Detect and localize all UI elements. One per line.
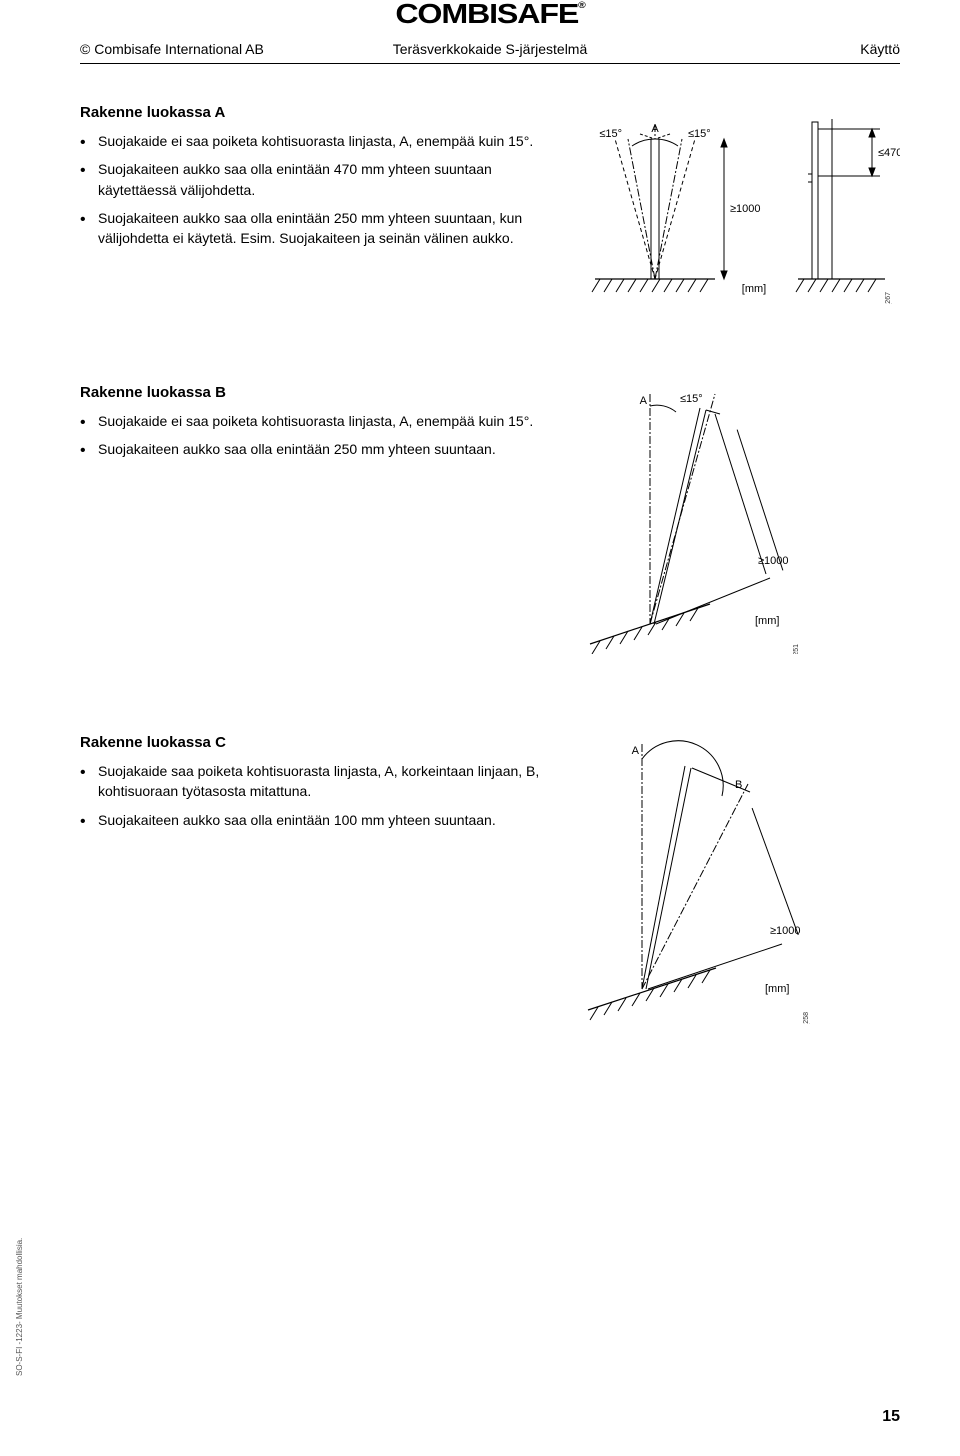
dia-a-angle-left: ≤15°	[599, 128, 622, 140]
section-b-title: Rakenne luokassa B	[80, 384, 560, 401]
dia-c-ref: 1974_258	[803, 1012, 810, 1024]
header-copyright: © Combisafe International AB	[80, 41, 264, 57]
section-b-diagram: A ≤15° ≥1000 [mm] 1974_251	[580, 384, 900, 654]
section-class-a: Rakenne luokassa A Suojakaide ei saa poi…	[80, 104, 900, 304]
dia-a-height: ≥1000	[730, 203, 761, 215]
logo-registered: ®	[578, 0, 584, 10]
section-b-text: Rakenne luokassa B Suojakaide ei saa poi…	[80, 384, 560, 654]
brand-logo: COMBISAFE®	[395, 0, 584, 30]
page-header: COMBISAFE® © Combisafe International AB …	[80, 0, 900, 64]
dia-c-label-B: B	[735, 779, 742, 791]
dia-b-unit: [mm]	[755, 615, 779, 627]
section-c-text: Rakenne luokassa C Suojakaide saa poiket…	[80, 734, 560, 1024]
dia-a-angle-right: ≤15°	[688, 128, 711, 140]
footer-side-note: SO-S-FI -1223- Muutokset mahdollisia.	[15, 1238, 24, 1376]
diagram-a-svg: A ≤15° ≤15° ≥1000 ≤470 [mm] 1974_267	[580, 104, 900, 304]
section-c-bullet-2: Suojakaiteen aukko saa olla enintään 100…	[80, 810, 560, 830]
page-number: 15	[882, 1408, 900, 1426]
section-c-bullet-1: Suojakaide saa poiketa kohtisuorasta lin…	[80, 761, 560, 802]
header-subtitle: Teräsverkkokaide S-järjestelmä	[393, 41, 588, 57]
dia-b-angle: ≤15°	[680, 393, 703, 405]
section-b-bullet-2: Suojakaiteen aukko saa olla enintään 250…	[80, 439, 560, 459]
dia-b-label-A: A	[640, 395, 648, 407]
section-a-title: Rakenne luokassa A	[80, 104, 560, 121]
dia-a-ref: 1974_267	[885, 292, 892, 304]
section-a-diagram: A ≤15° ≤15° ≥1000 ≤470 [mm] 1974_267	[580, 104, 900, 304]
dia-c-unit: [mm]	[765, 983, 789, 995]
section-b-bullets: Suojakaide ei saa poiketa kohtisuorasta …	[80, 411, 560, 460]
header-section-name: Käyttö	[860, 41, 900, 57]
dia-b-ref: 1974_251	[793, 644, 800, 654]
dia-a-label-A: A	[651, 123, 659, 135]
page-content: Rakenne luokassa A Suojakaide ei saa poi…	[0, 64, 960, 1024]
section-a-bullet-3: Suojakaiteen aukko saa olla enintään 250…	[80, 208, 560, 249]
section-a-bullet-2: Suojakaiteen aukko saa olla enintään 470…	[80, 159, 560, 200]
logo-text: COMBISAFE	[395, 0, 578, 29]
section-class-c: Rakenne luokassa C Suojakaide saa poiket…	[80, 734, 900, 1024]
diagram-b-svg: A ≤15° ≥1000 [mm] 1974_251	[580, 384, 840, 654]
diagram-c-svg: A B ≥1000 [mm] 1974_258	[580, 734, 850, 1024]
dia-a-gap: ≤470	[878, 147, 900, 159]
dia-c-height: ≥1000	[770, 925, 801, 937]
section-c-title: Rakenne luokassa C	[80, 734, 560, 751]
section-a-text: Rakenne luokassa A Suojakaide ei saa poi…	[80, 104, 560, 304]
dia-c-label-A: A	[632, 745, 640, 757]
section-b-bullet-1: Suojakaide ei saa poiketa kohtisuorasta …	[80, 411, 560, 431]
dia-b-height: ≥1000	[758, 555, 789, 567]
section-class-b: Rakenne luokassa B Suojakaide ei saa poi…	[80, 384, 900, 654]
section-c-bullets: Suojakaide saa poiketa kohtisuorasta lin…	[80, 761, 560, 830]
section-c-diagram: A B ≥1000 [mm] 1974_258	[580, 734, 900, 1024]
section-a-bullets: Suojakaide ei saa poiketa kohtisuorasta …	[80, 131, 560, 248]
dia-a-unit: [mm]	[742, 283, 766, 295]
section-a-bullet-1: Suojakaide ei saa poiketa kohtisuorasta …	[80, 131, 560, 151]
